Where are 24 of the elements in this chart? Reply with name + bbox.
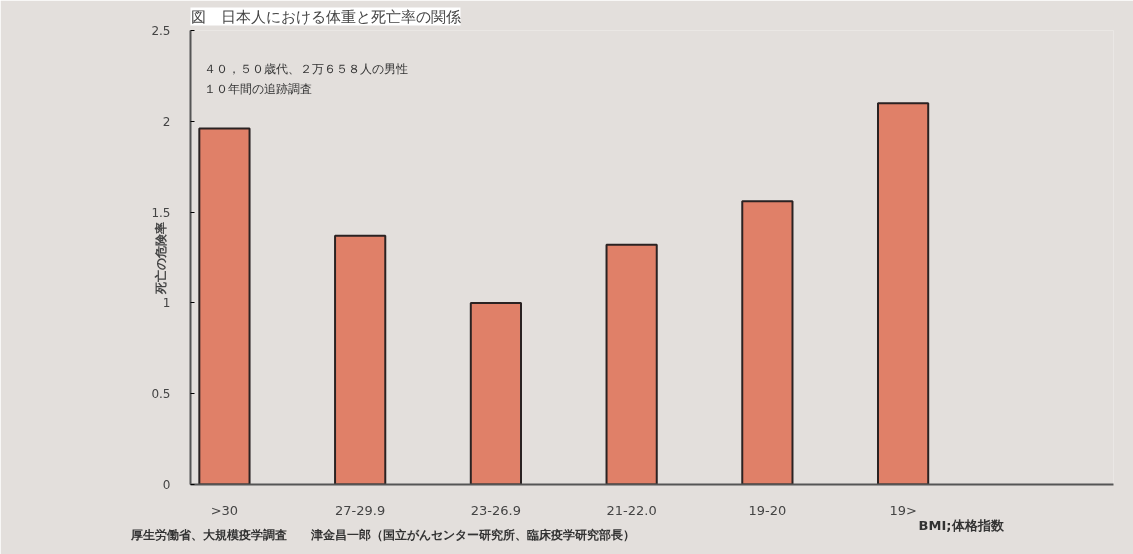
x-tick-label: 23-26.9: [470, 502, 521, 518]
x-axis-title: BMI;体格指数: [918, 517, 1005, 533]
bar: [741, 200, 794, 485]
x-tick-label: 19-20: [748, 502, 787, 518]
y-tick-label: 2.5: [151, 24, 171, 38]
y-axis-title: 死亡の危険率: [154, 221, 169, 295]
x-tick-label: 27-29.9: [335, 502, 386, 518]
annotation: ４０，５０歳代、２万６５８人の男性: [204, 61, 409, 76]
x-tick-label: 19>: [889, 502, 917, 518]
y-tick-label: 0.5: [151, 387, 171, 402]
x-tick-label: >30: [210, 502, 239, 518]
y-tick-label: 1: [162, 296, 171, 311]
text: 厚生労働省、大規模疫学調査 津金昌一郎（国立がんセンター研究所、臨床疫学研究部長）: [129, 527, 635, 542]
bar: [198, 127, 251, 485]
bar: [469, 301, 523, 485]
chart-title: 図 日本人における体重と死亡率の関係: [190, 7, 461, 26]
bar: [605, 243, 658, 485]
x-tick-label: 21-22.0: [606, 502, 657, 518]
y-tick-label: 2: [162, 114, 171, 129]
y-tick-label: 0: [162, 478, 171, 492]
y-tick-label: 1.5: [151, 205, 171, 220]
annotation: １０年間の追跡調査: [204, 81, 313, 96]
bar: [877, 102, 930, 485]
bar: [334, 234, 387, 485]
